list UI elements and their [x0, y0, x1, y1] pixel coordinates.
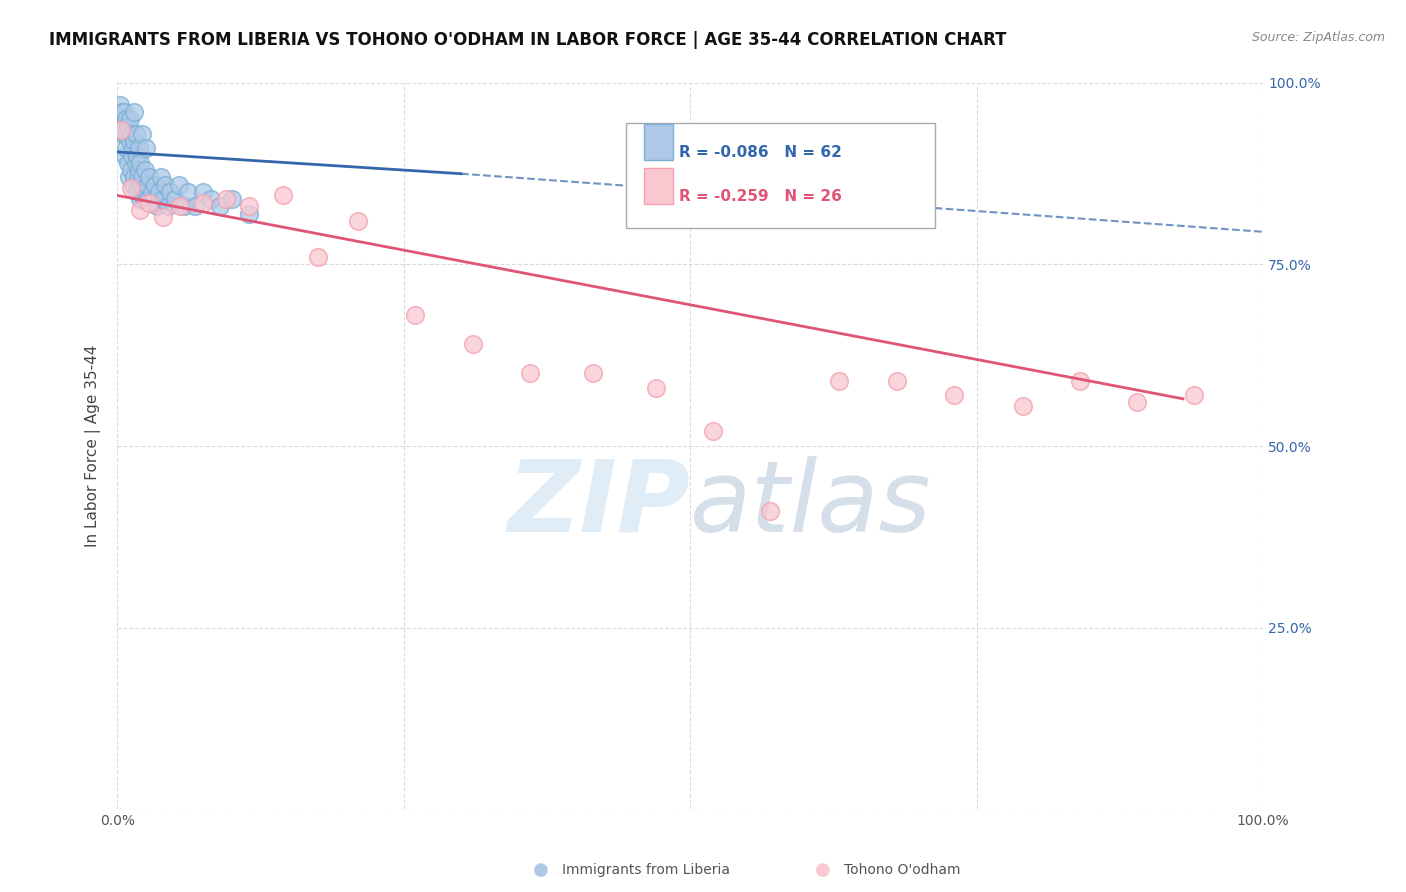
Point	[141, 185, 163, 199]
Point	[114, 148, 136, 162]
Point	[702, 425, 724, 439]
Point	[221, 192, 243, 206]
Point	[118, 134, 141, 148]
Point	[135, 185, 157, 199]
Text: R = -0.086   N = 62: R = -0.086 N = 62	[679, 145, 842, 161]
Point	[1184, 388, 1206, 402]
Point	[159, 185, 181, 199]
Text: R = -0.259   N = 26: R = -0.259 N = 26	[679, 189, 842, 204]
Point	[128, 141, 150, 155]
Point	[644, 381, 666, 395]
Point	[122, 178, 145, 192]
Point	[120, 181, 142, 195]
Point	[108, 97, 131, 112]
Point	[127, 170, 149, 185]
Point	[461, 337, 484, 351]
Point	[129, 202, 152, 217]
Point	[124, 134, 146, 148]
Point	[152, 211, 174, 225]
Point	[117, 156, 139, 170]
Point	[125, 185, 148, 199]
Point	[117, 120, 139, 134]
Point	[193, 195, 215, 210]
Point	[114, 127, 136, 141]
Point	[110, 123, 132, 137]
Point	[134, 163, 156, 178]
Point	[1011, 399, 1033, 413]
Point	[143, 178, 166, 192]
Point	[759, 504, 782, 518]
Point	[124, 156, 146, 170]
Text: Source: ZipAtlas.com: Source: ZipAtlas.com	[1251, 31, 1385, 45]
Text: ●: ●	[814, 861, 831, 879]
Point	[118, 170, 141, 185]
Text: Immigrants from Liberia: Immigrants from Liberia	[562, 863, 730, 877]
Point	[124, 105, 146, 120]
Point	[129, 192, 152, 206]
Point	[177, 185, 200, 199]
Point	[184, 199, 207, 213]
Point	[519, 367, 541, 381]
Y-axis label: In Labor Force | Age 35-44: In Labor Force | Age 35-44	[86, 345, 101, 547]
Point	[112, 120, 135, 134]
Point	[828, 374, 851, 388]
Point	[111, 127, 134, 141]
Point	[115, 112, 138, 127]
Point	[152, 192, 174, 206]
Point	[124, 170, 146, 185]
Text: Tohono O'odham: Tohono O'odham	[844, 863, 960, 877]
Point	[111, 105, 134, 120]
Point	[136, 178, 159, 192]
Point	[167, 178, 190, 192]
Point	[136, 192, 159, 206]
Text: ZIP: ZIP	[508, 456, 690, 553]
Point	[122, 141, 145, 155]
Point	[238, 199, 260, 213]
Point	[118, 112, 141, 127]
Point	[146, 199, 169, 213]
Point	[138, 195, 160, 210]
Point	[163, 192, 186, 206]
Point	[886, 374, 908, 388]
Point	[193, 185, 215, 199]
Point	[131, 178, 153, 192]
Point	[110, 112, 132, 127]
Text: IMMIGRANTS FROM LIBERIA VS TOHONO O'ODHAM IN LABOR FORCE | AGE 35-44 CORRELATION: IMMIGRANTS FROM LIBERIA VS TOHONO O'ODHA…	[49, 31, 1007, 49]
Point	[132, 192, 155, 206]
Point	[404, 308, 426, 322]
Point	[142, 192, 165, 206]
Point	[1069, 374, 1091, 388]
Point	[129, 156, 152, 170]
Point	[121, 148, 143, 162]
Point	[148, 185, 170, 199]
Point	[149, 170, 172, 185]
Point	[120, 163, 142, 178]
Point	[215, 192, 238, 206]
Point	[131, 127, 153, 141]
Point	[138, 170, 160, 185]
Point	[200, 192, 222, 206]
Point	[347, 214, 370, 228]
Point	[112, 105, 135, 120]
Point	[173, 199, 195, 213]
Point	[582, 367, 605, 381]
Point	[307, 250, 329, 264]
Point	[135, 141, 157, 155]
Point	[169, 199, 191, 213]
Point	[156, 199, 179, 213]
Point	[115, 141, 138, 155]
Point	[131, 170, 153, 185]
Point	[942, 388, 965, 402]
Point	[209, 199, 232, 213]
Point	[273, 188, 295, 202]
Text: atlas: atlas	[690, 456, 932, 553]
Point	[125, 148, 148, 162]
Point	[120, 127, 142, 141]
Point	[1126, 395, 1149, 409]
Point	[238, 207, 260, 221]
Point	[155, 178, 177, 192]
Point	[124, 127, 146, 141]
Point	[128, 163, 150, 178]
Text: ●: ●	[533, 861, 550, 879]
